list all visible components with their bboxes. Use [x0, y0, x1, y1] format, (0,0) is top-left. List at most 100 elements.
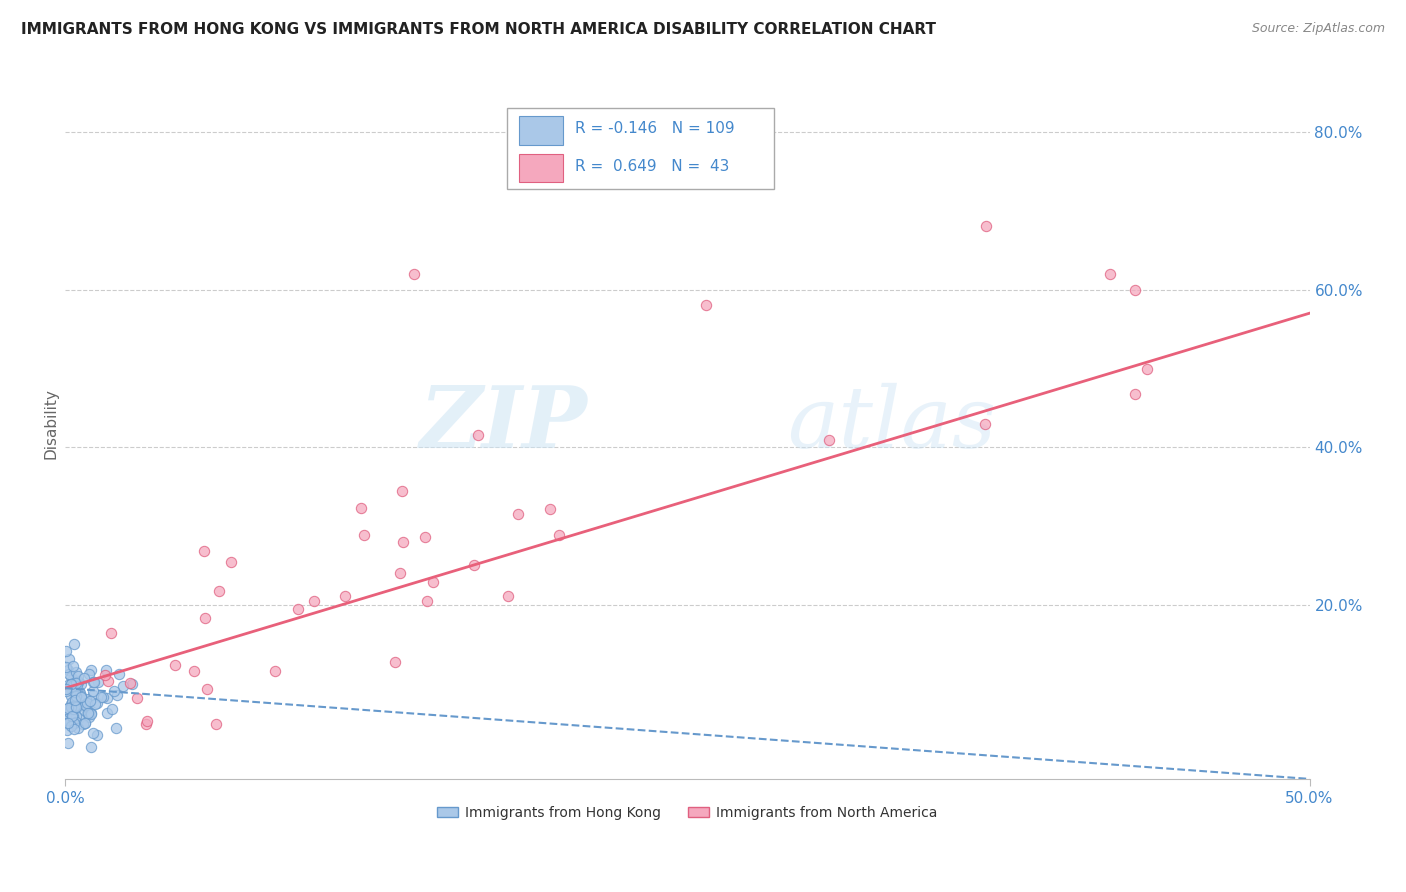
Point	[100, 701, 122, 715]
Point	[82, 675, 104, 690]
Point	[60, 699, 83, 714]
Point	[56, 663, 79, 677]
Point	[388, 566, 411, 580]
Point	[82, 684, 104, 698]
Point	[66, 677, 89, 691]
Point	[112, 679, 135, 693]
Point	[55, 684, 77, 698]
Point	[79, 694, 101, 708]
Point	[76, 698, 98, 713]
Point	[55, 713, 77, 727]
Point	[73, 698, 96, 712]
Point	[60, 679, 83, 693]
Point	[86, 696, 108, 710]
Point	[96, 664, 118, 678]
Point	[506, 507, 529, 521]
Text: Source: ZipAtlas.com: Source: ZipAtlas.com	[1251, 22, 1385, 36]
Point	[59, 670, 82, 684]
Point	[1123, 386, 1146, 401]
Point	[463, 558, 485, 572]
Point	[96, 706, 118, 720]
Point	[55, 681, 77, 696]
Point	[76, 696, 98, 710]
Point	[56, 701, 79, 715]
Point	[416, 594, 439, 608]
Point	[65, 694, 87, 708]
Point	[353, 528, 375, 542]
Point	[105, 688, 128, 702]
Point	[62, 672, 84, 686]
Point	[66, 673, 89, 688]
Point	[58, 667, 80, 681]
Point	[58, 652, 80, 666]
Point	[304, 593, 326, 607]
Point	[73, 703, 96, 717]
Point	[80, 706, 103, 721]
Point	[404, 267, 426, 281]
Point	[108, 667, 131, 681]
Point	[59, 680, 82, 694]
Point	[63, 722, 86, 736]
Point	[77, 705, 100, 719]
Point	[120, 676, 142, 690]
Point	[73, 696, 96, 710]
Text: R = -0.146   N = 109: R = -0.146 N = 109	[575, 121, 735, 136]
Point	[496, 589, 519, 603]
Point	[66, 677, 89, 691]
Point	[350, 500, 373, 515]
Point	[97, 674, 120, 689]
Bar	[519, 116, 562, 145]
Point	[1135, 362, 1157, 376]
Point	[94, 667, 117, 681]
Point	[974, 219, 997, 234]
Point	[62, 709, 84, 723]
Point	[63, 637, 86, 651]
Text: R =  0.649   N =  43: R = 0.649 N = 43	[575, 159, 730, 174]
Point	[335, 589, 357, 603]
Point	[263, 664, 285, 678]
Point	[82, 726, 104, 740]
Point	[59, 697, 82, 711]
Point	[104, 721, 127, 735]
Point	[467, 428, 489, 442]
Point	[80, 740, 103, 755]
Point	[100, 626, 122, 640]
Legend: Immigrants from Hong Kong, Immigrants from North America: Immigrants from Hong Kong, Immigrants fr…	[432, 800, 943, 825]
Point	[67, 710, 90, 724]
Point	[287, 602, 309, 616]
Point	[63, 716, 86, 731]
Point	[58, 736, 80, 750]
Point	[82, 688, 104, 702]
Point	[70, 676, 93, 690]
Point	[1123, 283, 1146, 297]
Point	[695, 298, 717, 312]
Point	[219, 555, 242, 569]
Point	[62, 702, 84, 716]
Point	[197, 681, 219, 696]
Text: atlas: atlas	[787, 383, 995, 465]
Point	[384, 655, 406, 669]
Point	[55, 660, 77, 674]
Point	[70, 690, 93, 704]
Point	[66, 721, 89, 735]
Point	[72, 716, 94, 731]
Point	[165, 658, 187, 673]
Point	[65, 709, 87, 723]
Point	[59, 690, 82, 704]
Point	[76, 699, 98, 714]
Point	[121, 677, 143, 691]
Point	[392, 534, 415, 549]
Point	[55, 711, 77, 725]
Point	[63, 698, 86, 713]
Point	[65, 695, 87, 709]
Point	[60, 695, 83, 709]
Bar	[519, 153, 562, 182]
Point	[87, 675, 110, 690]
Point	[75, 716, 97, 731]
Point	[76, 706, 98, 720]
Point	[77, 667, 100, 681]
Point	[55, 643, 77, 657]
Point	[422, 575, 444, 590]
Point	[75, 692, 97, 706]
Point	[62, 681, 84, 695]
